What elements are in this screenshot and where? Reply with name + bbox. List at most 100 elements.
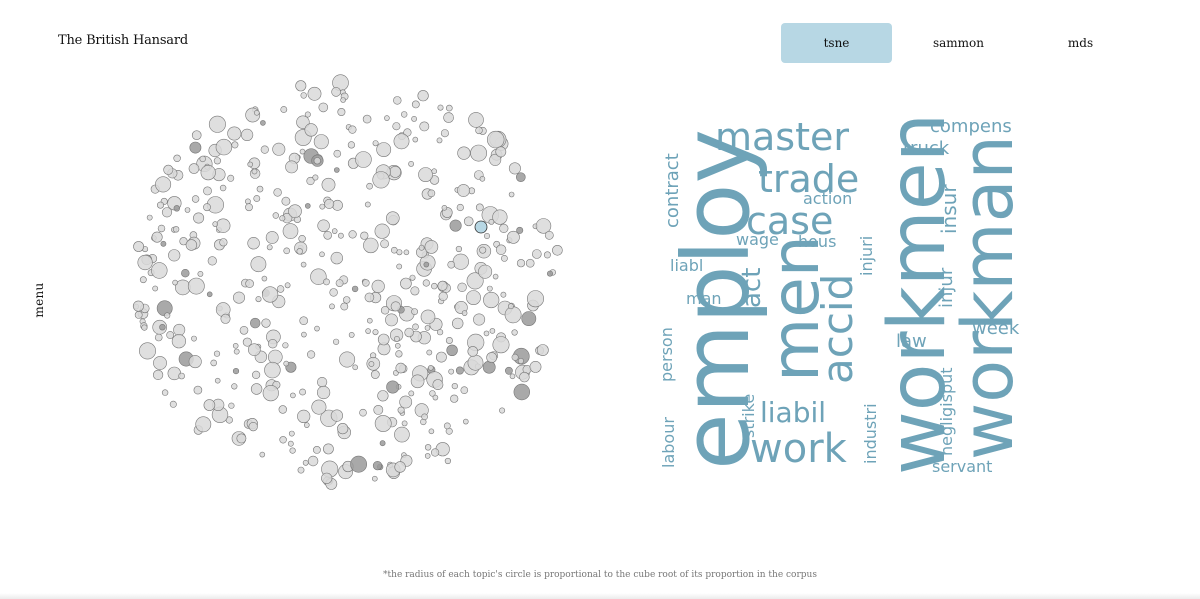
topic-circle[interactable] [390,301,401,312]
selected-topic-circle[interactable] [474,220,488,234]
topic-circle[interactable] [139,276,147,284]
topic-circle[interactable] [330,409,343,422]
topic-circle[interactable] [466,272,484,290]
topic-circle[interactable] [517,357,524,364]
tab-sammon[interactable]: sammon [932,36,985,50]
topic-circle[interactable] [304,123,318,137]
topic-circle[interactable] [227,126,242,141]
topic-circle[interactable] [252,370,261,380]
topic-circle[interactable] [276,285,285,293]
topic-circle[interactable] [261,318,271,328]
topic-circle[interactable] [437,280,448,291]
topic-circle[interactable] [445,104,453,112]
topic-circle[interactable] [169,400,177,408]
topic-circle[interactable] [334,167,340,173]
topic-circle[interactable] [452,253,469,270]
topic-circle[interactable] [318,102,329,113]
topic-circle[interactable] [307,86,322,101]
topic-circle[interactable] [468,112,484,128]
topic-circle[interactable] [208,115,226,133]
topic-circle[interactable] [207,256,217,266]
topic-circle[interactable] [443,112,454,123]
topic-circle[interactable] [483,233,490,240]
topic-circle[interactable] [288,204,302,218]
topic-circle[interactable] [283,247,290,255]
topic-circle[interactable] [219,238,228,247]
topic-circle[interactable] [297,409,311,424]
topic-circle[interactable] [343,296,351,304]
topic-circle[interactable] [242,337,252,347]
topic-circle[interactable] [372,461,383,471]
topic-circle[interactable] [359,408,367,417]
topic-circle[interactable] [200,164,216,181]
topic-circle[interactable] [417,90,429,102]
topic-circle[interactable] [376,142,392,157]
topic-circle[interactable] [455,245,463,253]
topic-circle[interactable] [219,184,227,192]
topic-circle[interactable] [508,191,515,198]
topic-circle[interactable] [462,418,469,425]
topic-circle[interactable] [410,286,420,296]
topic-circle[interactable] [347,141,355,149]
topic-circle[interactable] [195,416,212,433]
topic-circle[interactable] [352,364,358,371]
topic-circle[interactable] [261,275,268,282]
topic-circle[interactable] [380,306,390,315]
topic-circle[interactable] [289,447,296,454]
topic-circle[interactable] [245,279,254,288]
topic-circle[interactable] [307,455,319,467]
topic-map[interactable] [120,60,590,510]
topic-circle[interactable] [285,160,298,174]
topic-circle[interactable] [272,212,280,219]
topic-circle[interactable] [427,189,436,198]
topic-circle[interactable] [372,171,390,189]
topic-circle[interactable] [310,268,327,285]
topic-circle[interactable] [215,138,233,156]
topic-circle[interactable] [511,329,518,336]
topic-circle[interactable] [138,342,156,360]
topic-circle[interactable] [189,141,202,154]
topic-circle[interactable] [307,350,316,359]
topic-circle[interactable] [461,310,468,316]
topic-circle[interactable] [384,115,390,121]
topic-circle[interactable] [280,106,288,113]
topic-circle[interactable] [236,433,247,444]
topic-circle[interactable] [319,251,325,258]
topic-circle[interactable] [317,219,330,232]
topic-circle[interactable] [166,331,175,339]
topic-circle[interactable] [199,155,206,163]
topic-circle[interactable] [168,249,181,262]
topic-circle[interactable] [363,237,379,254]
topic-circle[interactable] [418,244,425,251]
topic-circle[interactable] [215,218,231,233]
topic-circle[interactable] [193,212,205,224]
topic-circle[interactable] [393,335,400,342]
topic-circle[interactable] [525,258,535,268]
topic-circle[interactable] [504,306,522,324]
topic-circle[interactable] [193,385,203,395]
topic-circle[interactable] [467,346,479,357]
topic-circle[interactable] [331,87,341,97]
topic-circle[interactable] [323,231,332,240]
topic-circle[interactable] [411,308,418,315]
topic-circle[interactable] [377,333,390,346]
topic-circle[interactable] [360,231,369,240]
topic-circle[interactable] [301,331,307,338]
topic-circle[interactable] [157,224,166,233]
topic-circle[interactable] [451,383,458,390]
topic-circle[interactable] [393,133,410,150]
topic-circle[interactable] [432,394,439,401]
topic-circle[interactable] [351,285,359,293]
topic-circle[interactable] [364,201,371,208]
topic-circle[interactable] [397,406,405,414]
topic-circle[interactable] [506,230,520,244]
topic-circle[interactable] [426,349,433,356]
topic-circle[interactable] [300,92,307,99]
topic-circle[interactable] [370,370,380,379]
topic-circle[interactable] [364,292,375,303]
topic-circle[interactable] [432,379,444,390]
topic-circle[interactable] [421,413,428,421]
topic-circle[interactable] [418,167,433,182]
topic-circle[interactable] [232,368,240,375]
topic-circle[interactable] [146,214,153,221]
